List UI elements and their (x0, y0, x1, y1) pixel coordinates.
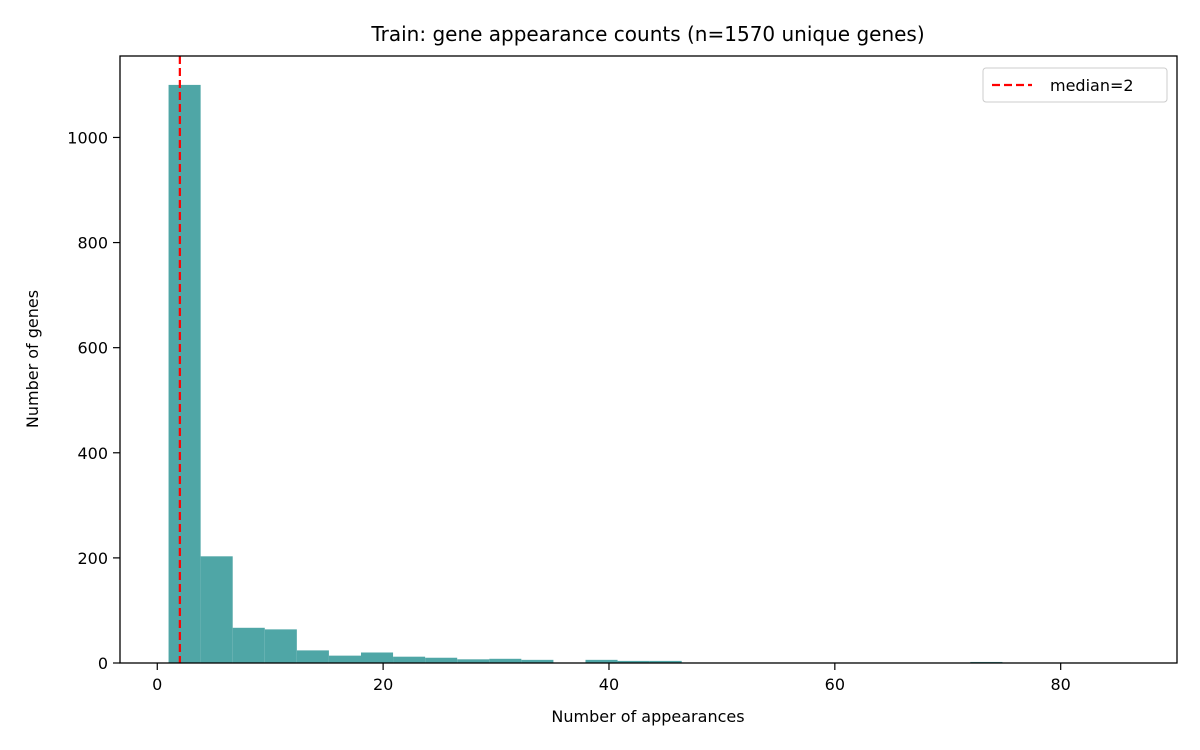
chart-title: Train: gene appearance counts (n=1570 un… (370, 22, 924, 46)
x-axis-ticks: 0 20 40 60 80 (152, 663, 1071, 694)
histogram-bar-9 (457, 659, 490, 663)
histogram-bar-14 (617, 660, 650, 663)
histogram-bar-5 (328, 655, 361, 663)
legend: median=2 (982, 67, 1168, 103)
histogram-bar-10 (489, 658, 522, 663)
y-tick-label-600: 600 (77, 339, 108, 358)
plot-frame (119, 55, 1178, 664)
histogram-bar-15 (649, 660, 682, 663)
histogram-bar-0 (168, 84, 201, 663)
histogram-bar-7 (393, 656, 426, 663)
x-axis-label: Number of appearances (551, 707, 744, 726)
histogram-bar-2 (232, 627, 265, 663)
x-tick-label-20: 20 (373, 675, 393, 694)
y-tick-label-200: 200 (77, 549, 108, 568)
histogram-bar-6 (360, 652, 394, 663)
legend-box (982, 67, 1168, 103)
histogram-bar-11 (521, 659, 554, 663)
legend-median-label: median=2 (1050, 76, 1134, 95)
x-tick-label-40: 40 (599, 675, 619, 694)
x-tick-label-60: 60 (825, 675, 845, 694)
y-tick-label-0: 0 (98, 654, 108, 673)
y-tick-label-1000: 1000 (67, 128, 108, 147)
histogram-bar-1 (200, 556, 233, 663)
histogram-bar-4 (296, 650, 329, 663)
histogram-bar-8 (425, 657, 458, 663)
x-tick-label-80: 80 (1051, 675, 1071, 694)
y-tick-label-800: 800 (77, 234, 108, 253)
x-tick-label-0: 0 (152, 675, 162, 694)
y-axis-ticks: 0 200 400 600 800 1000 (67, 128, 120, 673)
histogram-bar-13 (585, 659, 618, 663)
y-tick-label-400: 400 (77, 444, 108, 463)
histogram-bar-3 (264, 629, 297, 663)
y-axis-label: Number of genes (23, 290, 42, 428)
